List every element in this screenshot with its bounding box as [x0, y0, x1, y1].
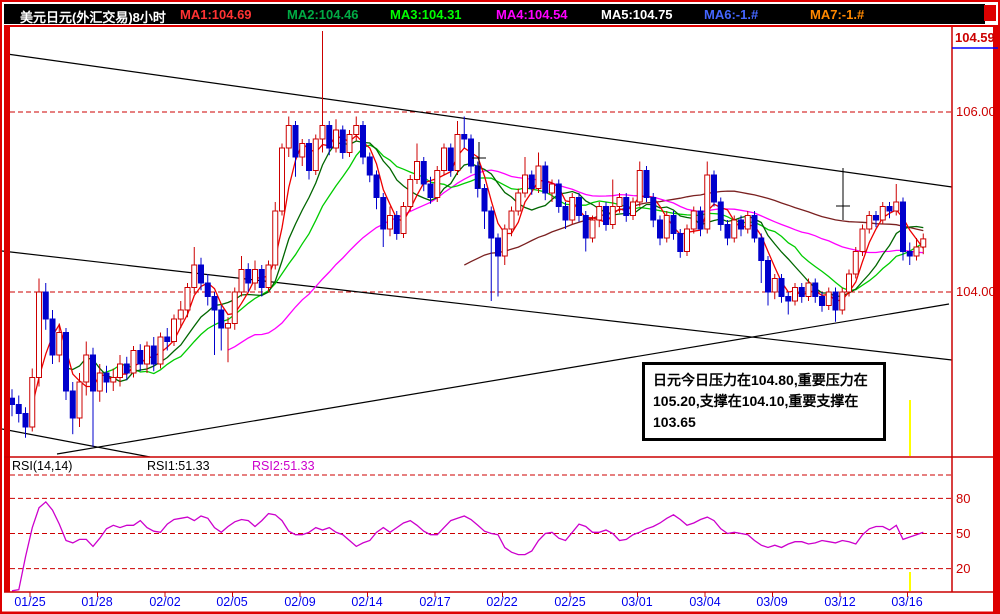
date-tick-label: 02/22	[486, 595, 518, 609]
right-border-bar	[993, 27, 998, 612]
chart-frame	[2, 25, 998, 612]
chart-title: 美元日元(外汇交易)8小时	[20, 10, 166, 25]
rsi-level-label-20: 20	[956, 561, 971, 576]
date-tick-label: 03/09	[756, 595, 788, 609]
title-bar: 美元日元(外汇交易)8小时 MA1:104.69 MA2:104.46 MA3:…	[4, 4, 985, 25]
date-tick-label: 01/25	[14, 595, 46, 609]
date-tick-label: 02/17	[419, 595, 451, 609]
date-tick-label: 01/28	[81, 595, 113, 609]
date-tick-label: 02/09	[284, 595, 316, 609]
price-level-label-104: 104.00	[956, 284, 996, 299]
rsi-level-label-50: 50	[956, 526, 971, 541]
rsi1-readout: RSI1:51.33	[147, 459, 210, 473]
ma4-readout: MA4:104.54	[496, 7, 568, 22]
date-tick-label: 03/04	[689, 595, 721, 609]
date-tick-label: 02/05	[216, 595, 248, 609]
rsi-indicator-label: RSI(14,14)	[12, 459, 73, 473]
window-corner-marker	[984, 5, 996, 21]
ma5-readout: MA5:104.75	[601, 7, 673, 22]
current-price-label: 104.59	[955, 30, 995, 45]
price-level-label-106: 106.00	[956, 104, 996, 119]
date-tick-label: 02/14	[351, 595, 383, 609]
rsi2-readout: RSI2:51.33	[252, 459, 315, 473]
ma1-readout: MA1:104.69	[180, 7, 252, 22]
ma6-readout: MA6:-1.#	[704, 7, 759, 22]
chart-drawing-layer	[2, 31, 953, 597]
ma7-readout: MA7:-1.#	[810, 7, 865, 22]
ma2-readout: MA2:104.46	[287, 7, 359, 22]
ma3-readout: MA3:104.31	[390, 7, 462, 22]
annotation-text: 日元今日压力在104.80,重要压力在105.20,支撑在104.10,重要支撑…	[653, 372, 868, 430]
annotation-note: 日元今日压力在104.80,重要压力在105.20,支撑在104.10,重要支撑…	[642, 362, 886, 441]
rsi-level-label-80: 80	[956, 491, 971, 506]
left-border-bar	[4, 27, 10, 592]
date-tick-label: 03/12	[824, 595, 856, 609]
date-tick-label: 03/16	[891, 595, 923, 609]
date-tick-label: 02/25	[554, 595, 586, 609]
date-tick-label: 02/02	[149, 595, 181, 609]
date-tick-label: 03/01	[621, 595, 653, 609]
